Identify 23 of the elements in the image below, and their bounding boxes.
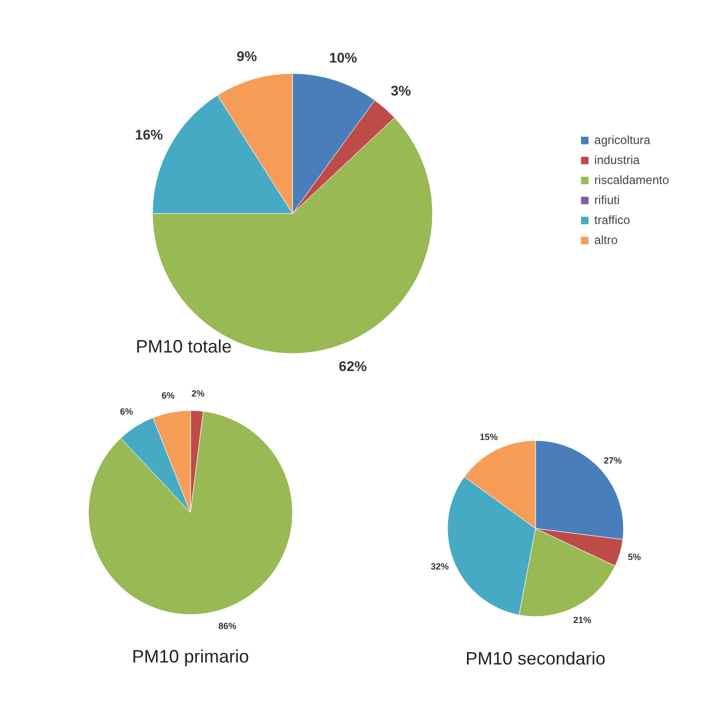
data-label: 6% bbox=[162, 390, 175, 400]
data-label: 9% bbox=[236, 48, 258, 64]
data-label: 3% bbox=[390, 82, 412, 99]
data-label: 16% bbox=[134, 126, 164, 143]
legend-label: agricoltura bbox=[594, 133, 650, 147]
text: PM10 primario bbox=[132, 646, 250, 666]
data-label: 10% bbox=[329, 50, 358, 66]
legend-label: industria bbox=[594, 153, 640, 167]
legend-label: riscaldamento bbox=[594, 173, 669, 187]
text: PM10 secondario bbox=[465, 648, 606, 668]
data-label: 5% bbox=[628, 552, 641, 562]
data-label: 15% bbox=[480, 432, 498, 442]
legend-label: altro bbox=[594, 233, 618, 247]
data-label: 6% bbox=[120, 406, 134, 417]
legend-label: rifiuti bbox=[594, 193, 620, 207]
data-label: 21% bbox=[573, 615, 592, 626]
data-label: 86% bbox=[218, 621, 236, 631]
data-label: 32% bbox=[430, 561, 449, 572]
text: PM10 totale bbox=[136, 336, 232, 356]
data-label: 62% bbox=[338, 358, 368, 374]
legend-label: traffico bbox=[594, 213, 630, 227]
data-label: 27% bbox=[604, 455, 622, 466]
data-label: 2% bbox=[191, 388, 205, 398]
